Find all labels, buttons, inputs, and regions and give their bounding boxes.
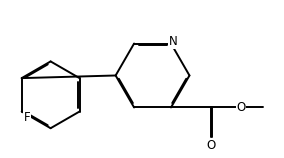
Text: O: O: [236, 101, 246, 114]
Text: N: N: [168, 35, 177, 48]
Text: O: O: [207, 139, 216, 152]
Text: F: F: [24, 111, 30, 124]
